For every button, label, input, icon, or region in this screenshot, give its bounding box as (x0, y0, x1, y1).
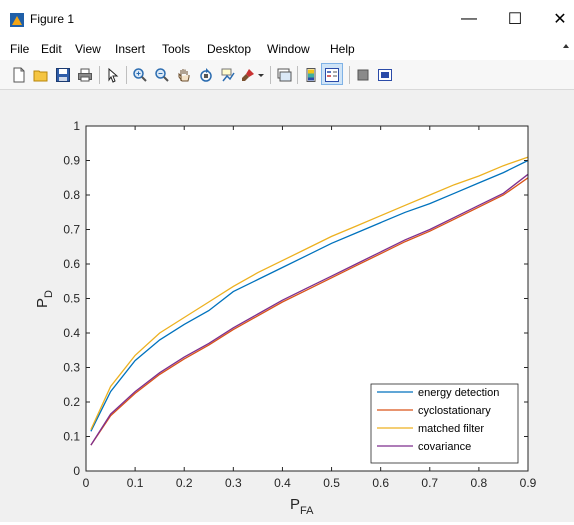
menubar-overflow-icon[interactable] (562, 42, 570, 50)
legend-icon[interactable] (323, 66, 341, 84)
print-icon[interactable] (76, 66, 94, 84)
figure-canvas: 0 0.1 0.2 0.3 0.4 0.5 0.6 0.7 0.8 0.9 0 0.1 0.2 0.3 0.… (0, 90, 574, 522)
y-tick-label: 0.2 (63, 395, 80, 409)
menu-window[interactable]: Window (267, 42, 310, 56)
menu-help[interactable]: Help (330, 42, 355, 56)
y-tick-label: 0.9 (63, 154, 80, 168)
x-axis-label: PFA (290, 496, 314, 517)
x-tick-label: 0.9 (520, 476, 537, 490)
save-icon[interactable] (54, 66, 72, 84)
series-layer (90, 156, 529, 446)
x-tick-label: 0.8 (471, 476, 488, 490)
title-bar: Figure 1 — ☐ ✕ (0, 0, 574, 38)
maximize-icon: ☐ (507, 11, 523, 28)
window-title: Figure 1 (30, 12, 75, 26)
figure-toolbar (0, 60, 574, 90)
x-tick-label: 0.5 (323, 476, 340, 490)
tick-layer: 0 0.1 0.2 0.3 0.4 0.5 0.6 0.7 0.8 0.9 0 0.1 0.2 0.3 0.… (63, 119, 536, 490)
legend-entry: matched filter (418, 423, 484, 435)
y-tick-label: 0.7 (63, 223, 80, 237)
menu-insert[interactable]: Insert (115, 42, 146, 56)
legend-box (370, 383, 519, 464)
x-tick-label: 0.4 (274, 476, 291, 490)
brush-dropdown-icon[interactable] (256, 66, 266, 84)
y-axis-label: PD (34, 290, 55, 308)
series-line-energy-detection[interactable] (90, 159, 529, 432)
y-tick-label: 0.5 (63, 292, 80, 306)
legend-entry: cyclostationary (418, 405, 491, 417)
hide-plot-tools-icon[interactable] (354, 66, 372, 84)
colorbar-icon[interactable] (302, 66, 320, 84)
brush-icon[interactable] (239, 66, 257, 84)
x-tick-label: 0.1 (127, 476, 144, 490)
new-figure-icon[interactable] (10, 66, 28, 84)
toolbar-separator (349, 66, 350, 84)
menu-edit[interactable]: Edit (41, 42, 62, 56)
y-tick-label: 1 (73, 119, 80, 133)
close-icon: ✕ (553, 11, 567, 28)
y-tick-label: 0 (73, 464, 80, 478)
legend[interactable]: energy detection cyclostationary matched f… (370, 383, 519, 464)
series-line-covariance[interactable] (90, 173, 529, 446)
legend-entry: covariance (418, 441, 471, 453)
x-tick-label: 0.3 (225, 476, 242, 490)
y-tick-label: 0.3 (63, 361, 80, 375)
toolbar-separator (270, 66, 271, 84)
series-line-matched-filter[interactable] (90, 156, 529, 430)
legend-entry: energy detection (418, 387, 499, 399)
minimize-icon: — (461, 10, 477, 27)
maximize-button[interactable]: ☐ (495, 6, 535, 32)
x-tick-label: 0.2 (176, 476, 193, 490)
minimize-button[interactable]: — (449, 6, 489, 32)
rotate-icon[interactable] (197, 66, 215, 84)
toolbar-separator (126, 66, 127, 84)
matlab-figure-icon (10, 13, 24, 27)
y-tick-label: 0.8 (63, 188, 80, 202)
data-cursor-icon[interactable] (219, 66, 237, 84)
pointer-icon[interactable] (104, 66, 122, 84)
zoom-out-icon[interactable] (153, 66, 171, 84)
zoom-in-icon[interactable] (131, 66, 149, 84)
menu-tools[interactable]: Tools (162, 42, 191, 56)
y-tick-label: 0.4 (63, 326, 80, 340)
menu-file[interactable]: File (10, 42, 30, 56)
show-plot-tools-icon[interactable] (376, 66, 394, 84)
x-tick-label: 0.6 (372, 476, 389, 490)
roc-chart[interactable]: 0 0.1 0.2 0.3 0.4 0.5 0.6 0.7 0.8 0.9 0 0.1 0.2 0.3 0.… (0, 90, 574, 522)
close-button[interactable]: ✕ (540, 6, 574, 32)
toolbar-separator (99, 66, 100, 84)
y-tick-label: 0.1 (63, 430, 80, 444)
x-tick-label: 0.7 (421, 476, 438, 490)
menu-view[interactable]: View (75, 42, 101, 56)
series-line-cyclostationary[interactable] (90, 177, 529, 446)
open-file-icon[interactable] (32, 66, 50, 84)
x-tick-label: 0 (83, 476, 90, 490)
y-tick-label: 0.6 (63, 257, 80, 271)
menu-desktop[interactable]: Desktop (207, 42, 252, 56)
menu-bar: File Edit View Insert Tools Desktop Wind… (0, 38, 574, 60)
pan-icon[interactable] (175, 66, 193, 84)
toolbar-separator (297, 66, 298, 84)
link-plot-icon[interactable] (275, 66, 293, 84)
